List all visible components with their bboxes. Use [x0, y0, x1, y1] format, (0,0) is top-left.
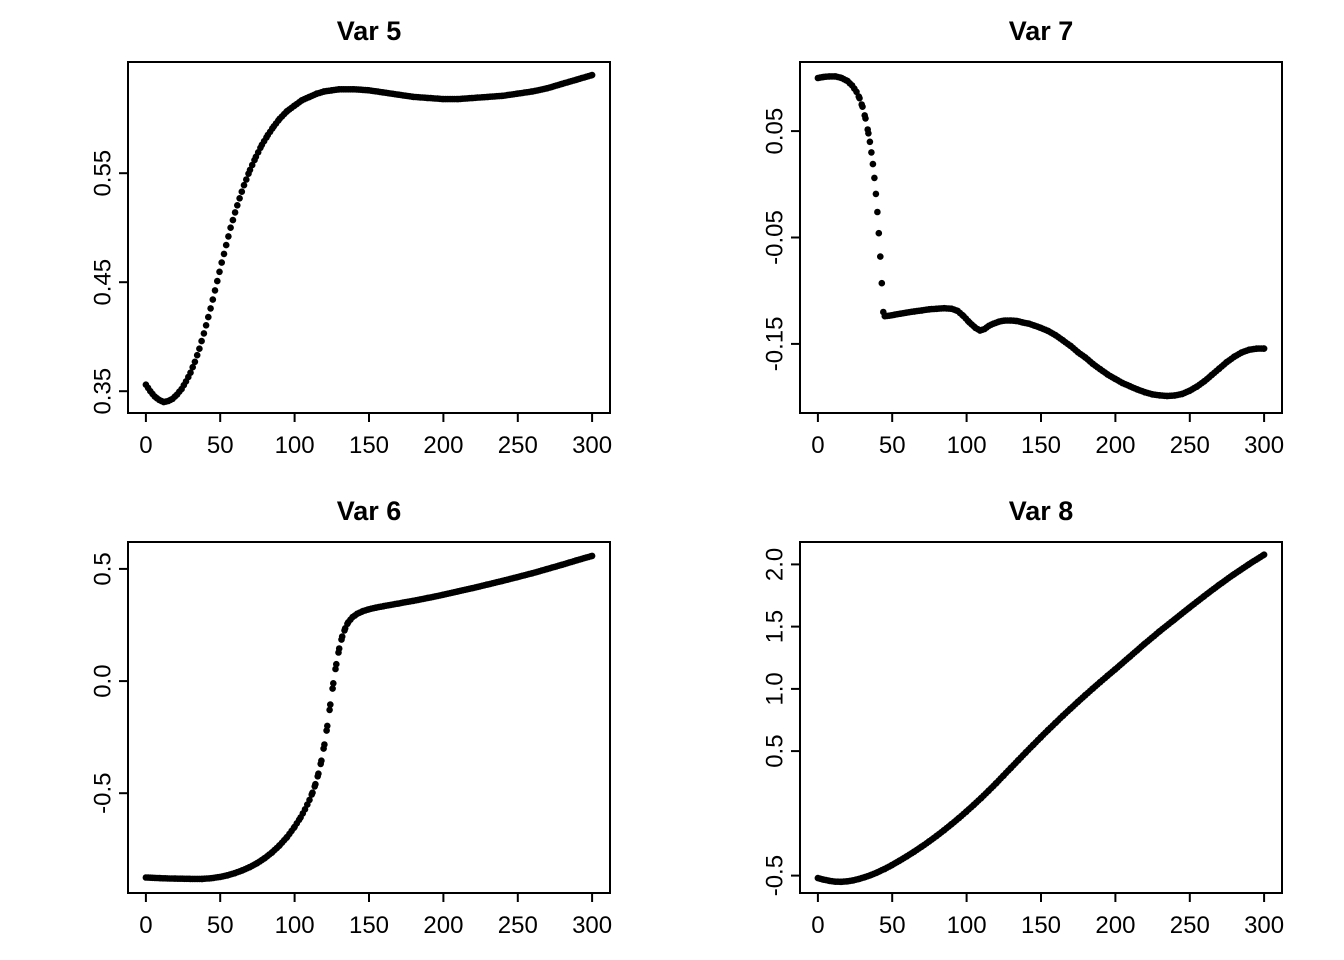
chart-var7-canvas: 0 50 100 150 200 250 300 0.05 -0.05 -0.15	[761, 61, 1284, 459]
svg-text:200: 200	[423, 912, 463, 939]
svg-text:100: 100	[275, 432, 315, 459]
svg-text:200: 200	[1095, 432, 1135, 459]
svg-text:50: 50	[879, 432, 906, 459]
svg-text:150: 150	[1021, 912, 1061, 939]
svg-text:250: 250	[1170, 432, 1210, 459]
svg-text:100: 100	[947, 432, 987, 459]
svg-text:150: 150	[349, 432, 389, 459]
svg-text:300: 300	[572, 432, 612, 459]
svg-text:100: 100	[947, 912, 987, 939]
chart-var8-canvas: 0 50 100 150 200 250 300 2.0 1.5 1.0 0.5 -0.5	[761, 541, 1284, 939]
chart-var7-title: Var 7	[1008, 16, 1074, 46]
chart-var6-canvas: 0 50 100 150 200 250 300 0.5 0.0 -0.5	[89, 541, 612, 939]
svg-text:250: 250	[498, 432, 538, 459]
svg-text:0.5: 0.5	[89, 552, 116, 585]
chart-var8-title: Var 8	[1008, 496, 1074, 526]
svg-text:2.0: 2.0	[761, 548, 788, 581]
svg-text:-0.5: -0.5	[761, 855, 788, 896]
svg-text:0: 0	[811, 432, 824, 459]
svg-text:150: 150	[1021, 432, 1061, 459]
svg-text:250: 250	[1170, 912, 1210, 939]
chart-var8: Var 8 0 50 100 150 200 250 300 2.0 1.5 1.0 0.5 -0.5	[672, 480, 1344, 960]
svg-text:1.0: 1.0	[761, 672, 788, 705]
svg-text:150: 150	[349, 912, 389, 939]
chart-var7: Var 7 0 50 100 150 200 250 300 0.05 -0.05 -0.15	[672, 0, 1344, 480]
chart-var6: Var 6 0 50 100 150 200 250 300 0.5 0.0 -0.5	[0, 480, 672, 960]
svg-text:-0.5: -0.5	[89, 773, 116, 814]
svg-text:0.45: 0.45	[89, 259, 116, 306]
svg-text:0.35: 0.35	[89, 368, 116, 415]
chart-var5-title: Var 5	[336, 16, 402, 46]
svg-text:100: 100	[275, 912, 315, 939]
svg-text:0.05: 0.05	[761, 108, 788, 155]
svg-text:0.5: 0.5	[761, 734, 788, 767]
svg-text:50: 50	[207, 432, 234, 459]
svg-text:300: 300	[1244, 432, 1284, 459]
svg-text:0: 0	[139, 912, 152, 939]
chart-var6-title: Var 6	[336, 496, 402, 526]
svg-text:50: 50	[207, 912, 234, 939]
svg-text:0.0: 0.0	[89, 664, 116, 697]
chart-var5-canvas: 0 50 100 150 200 250 300 0.35 0.45 0.55	[89, 61, 612, 459]
svg-text:1.5: 1.5	[761, 610, 788, 643]
svg-text:-0.05: -0.05	[761, 210, 788, 265]
svg-text:300: 300	[572, 912, 612, 939]
svg-text:200: 200	[1095, 912, 1135, 939]
svg-text:0: 0	[139, 432, 152, 459]
svg-text:-0.15: -0.15	[761, 317, 788, 372]
svg-text:200: 200	[423, 432, 463, 459]
chart-var5: Var 5 0 50 100 150 200 250 300 0.35 0.45 0.55	[0, 0, 672, 480]
svg-text:50: 50	[879, 912, 906, 939]
svg-text:250: 250	[498, 912, 538, 939]
svg-text:0.55: 0.55	[89, 150, 116, 197]
svg-text:300: 300	[1244, 912, 1284, 939]
svg-text:0: 0	[811, 912, 824, 939]
